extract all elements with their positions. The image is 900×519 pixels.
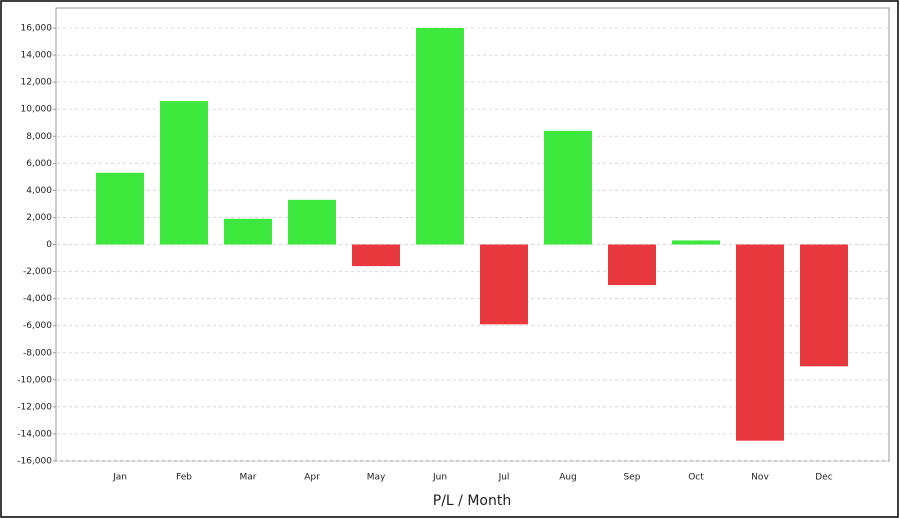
x-tick-label: Mar (240, 473, 257, 483)
bar (352, 244, 400, 267)
bar (608, 244, 656, 286)
y-tick-label: 14,000 (21, 51, 53, 61)
y-tick-label: 2,000 (26, 213, 52, 223)
y-tick-label: -12,000 (17, 402, 52, 412)
x-tick-label: Sep (624, 473, 641, 483)
x-tick-label: Jul (498, 473, 510, 483)
y-tick-label: 0 (46, 240, 52, 250)
bar (224, 218, 272, 245)
x-tick-label: Aug (559, 473, 577, 483)
y-tick-label: 16,000 (21, 24, 53, 34)
bar (288, 199, 336, 245)
y-tick-label: -10,000 (17, 375, 52, 385)
x-tick-label: Apr (304, 473, 320, 483)
x-tick-label: Jan (112, 473, 127, 483)
bar (672, 240, 720, 245)
bar (416, 28, 464, 245)
x-tick-label: Feb (176, 473, 192, 483)
y-tick-label: 10,000 (21, 105, 53, 115)
x-tick-label: Oct (688, 473, 704, 483)
bar (736, 244, 784, 441)
y-tick-label: -2,000 (23, 267, 52, 277)
x-tick-label: Dec (815, 473, 832, 483)
y-tick-label: 8,000 (26, 132, 52, 142)
x-tick-label: Jun (432, 473, 447, 483)
bar (96, 172, 144, 245)
x-tick-label: May (367, 473, 386, 483)
y-tick-label: -14,000 (17, 429, 52, 439)
x-tick-label: Nov (751, 473, 769, 483)
y-tick-label: -6,000 (23, 321, 52, 331)
bar (480, 244, 528, 325)
bar (544, 130, 592, 245)
y-tick-label: -16,000 (17, 457, 52, 467)
y-tick-label: 4,000 (26, 186, 52, 196)
bar (800, 244, 848, 367)
bar (160, 101, 208, 245)
x-axis-label: P/L / Month (433, 493, 511, 509)
y-tick-label: 6,000 (26, 159, 52, 169)
y-tick-label: 12,000 (21, 78, 53, 88)
y-tick-label: -8,000 (23, 348, 52, 358)
y-tick-label: -4,000 (23, 294, 52, 304)
